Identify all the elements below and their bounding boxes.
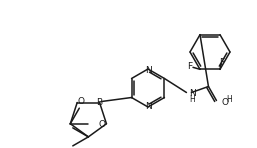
- Text: H: H: [226, 95, 232, 104]
- Text: O: O: [78, 97, 85, 106]
- Text: N: N: [189, 89, 196, 98]
- Text: B: B: [96, 98, 103, 107]
- Text: O: O: [222, 98, 228, 107]
- Text: N: N: [145, 66, 151, 74]
- Text: H: H: [189, 95, 195, 104]
- Text: F: F: [219, 58, 225, 67]
- Text: N: N: [145, 102, 151, 111]
- Text: O: O: [99, 120, 106, 129]
- Text: F: F: [187, 62, 192, 71]
